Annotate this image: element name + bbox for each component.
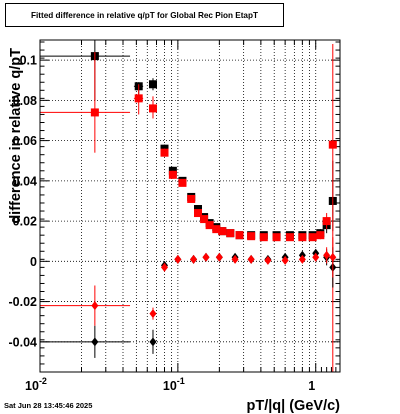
data-point [259,233,268,242]
data-point [190,254,198,264]
x-tick-label: 10-2 [25,376,47,393]
data-point [148,80,157,89]
data-point [323,250,331,260]
data-point [285,233,294,242]
data-point [202,252,210,262]
data-point [226,229,235,238]
timestamp: Sat Jun 28 13:45:46 2025 [4,401,92,410]
series-1 [40,44,337,372]
y-axis-title: difference in relative q/pT [8,48,24,224]
data-point [149,309,157,319]
data-point [247,232,256,241]
data-point [218,227,227,236]
y-tick-label: 0.04 [13,174,37,188]
grid [40,40,340,372]
data-point [215,252,223,262]
data-point [328,140,337,149]
y-tick-label: -0.02 [9,295,38,309]
data-point [322,217,331,226]
x-tick-label: 10-1 [163,376,185,393]
chart-title: Fitted difference in relative q/pT for G… [5,3,284,27]
y-tick-label: 0.06 [13,134,37,148]
data-point [91,337,99,347]
data-point [149,337,157,347]
data-point [200,215,209,224]
data-point [168,170,177,179]
data-point [247,254,255,264]
x-axis-title: pT/|q| (GeV/c) [246,398,340,414]
y-tick-label: 0 [30,255,37,269]
y-tick-label: 0.1 [20,54,37,68]
data-point [329,252,337,262]
data-point [161,262,169,272]
data-point [298,254,306,264]
data-point [91,301,99,311]
data-point [194,205,203,214]
series-0 [40,40,337,240]
data-point [281,255,289,265]
data-point [134,94,143,103]
data-point [174,254,182,264]
x-tick-label: 1 [308,379,315,393]
data-point [231,254,239,264]
plot-frame [39,39,341,373]
data-point [308,233,317,242]
data-point [235,231,244,240]
series-2 [40,247,337,358]
data-point [298,233,307,242]
data-point [194,209,203,218]
data-point [264,255,272,265]
data-point [212,225,221,234]
data-series [40,40,337,372]
data-point [205,221,214,230]
data-point [312,252,320,262]
y-tick-label: 0.08 [13,94,37,108]
data-point [160,148,169,157]
data-point [148,104,157,113]
data-point [316,231,325,240]
data-point [272,233,281,242]
data-point [90,108,99,117]
y-tick-label: 0.02 [13,215,37,229]
series-3 [40,237,337,326]
data-point [178,178,187,187]
data-point [187,194,196,203]
y-tick-label: -0.04 [9,335,38,349]
axes: -0.04 -0.02 0 0.02 0.04 0.06 0.08 0.1 10-2 10-1 1 [9,40,340,393]
